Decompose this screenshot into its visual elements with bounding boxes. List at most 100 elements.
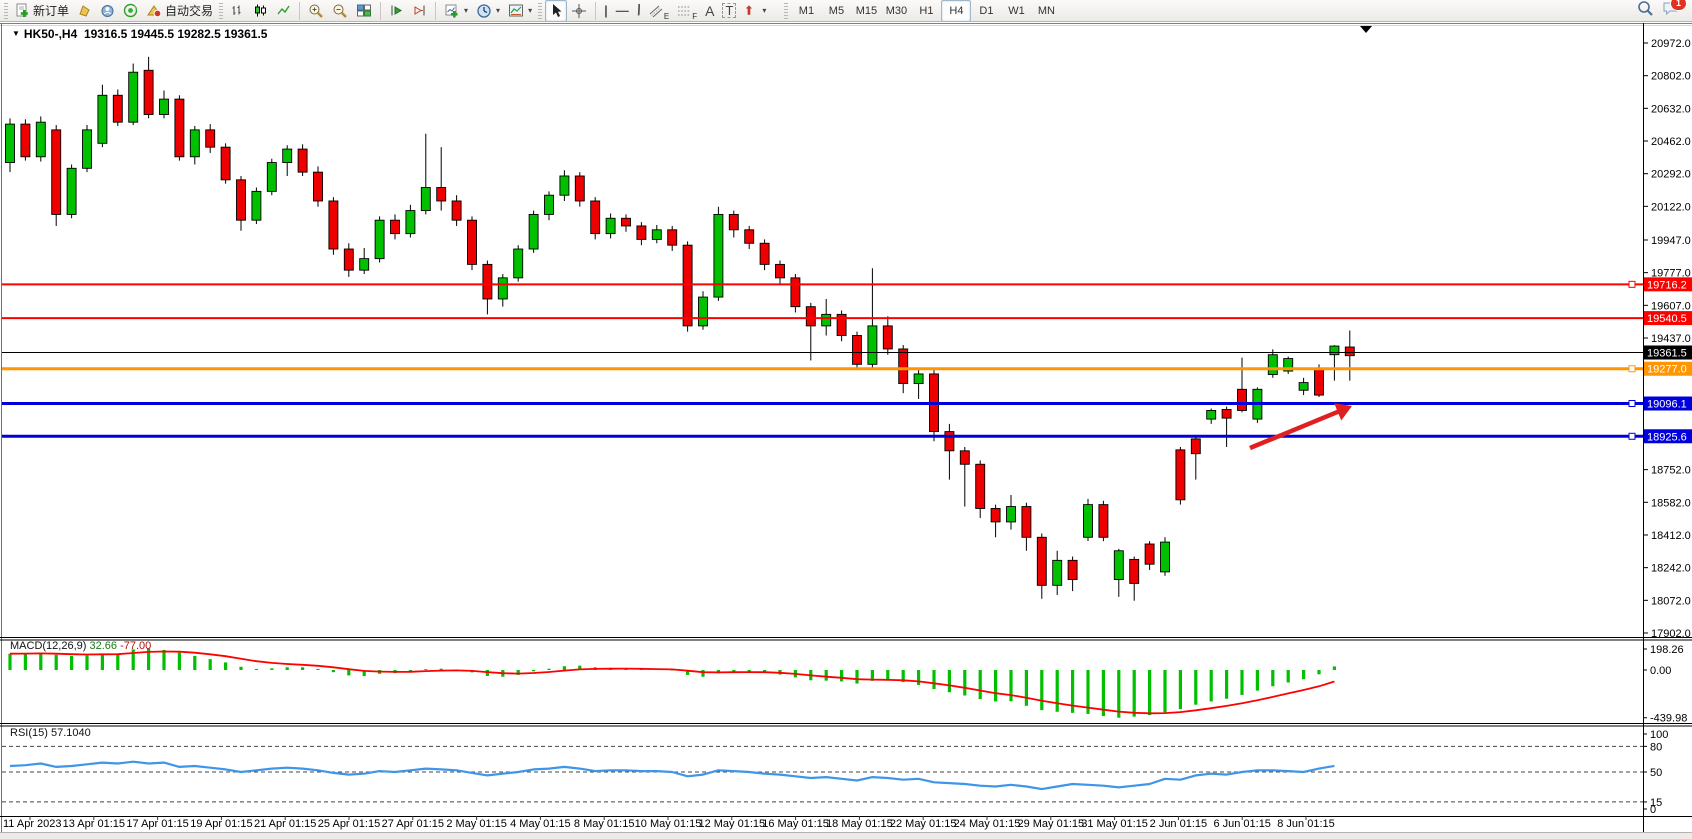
toolbar-grip bbox=[538, 2, 543, 19]
price-tick-label: 17902.0 bbox=[1651, 628, 1691, 640]
line-chart-button[interactable] bbox=[272, 0, 295, 22]
candle bbox=[420, 187, 431, 212]
cursor-tool-button[interactable] bbox=[545, 0, 568, 22]
chart-frame bbox=[0, 23, 1692, 839]
price-tick-label: 20122.0 bbox=[1651, 201, 1691, 213]
hline-handle[interactable] bbox=[1628, 365, 1636, 373]
market-watch-button[interactable] bbox=[73, 0, 96, 22]
price-tick-label: 19947.0 bbox=[1651, 235, 1691, 247]
candle bbox=[220, 146, 231, 181]
hline-handle[interactable] bbox=[1628, 280, 1636, 288]
new-order-button[interactable]: 新订单 bbox=[11, 0, 73, 22]
candle bbox=[1175, 449, 1186, 501]
candle bbox=[667, 229, 678, 246]
candle bbox=[1083, 504, 1093, 538]
arrow-annotation[interactable] bbox=[1249, 403, 1352, 451]
tf-button-D1[interactable]: D1 bbox=[979, 4, 994, 17]
date-label: 11 Apr 2023 bbox=[3, 818, 62, 830]
arrows-tool-dropdown[interactable]: ▾ bbox=[740, 0, 770, 22]
zoom-out-button[interactable] bbox=[328, 0, 352, 22]
hline-handle[interactable] bbox=[1628, 400, 1636, 408]
candle bbox=[282, 148, 293, 163]
candle bbox=[497, 277, 508, 300]
chat-icon[interactable]: 1 bbox=[1662, 0, 1687, 21]
price-axis[interactable]: 20972.0 20802.0 20632.0 20462.0 20292.0 20122… bbox=[1643, 38, 1691, 640]
tf-button-H4[interactable]: H4 bbox=[941, 0, 972, 22]
macd-scale-label: 198.26 bbox=[1650, 644, 1684, 656]
candle bbox=[1190, 438, 1201, 455]
date-label: 13 Apr 01:15 bbox=[63, 818, 125, 830]
candle bbox=[1052, 559, 1063, 586]
channel-tool-button[interactable]: E bbox=[645, 0, 673, 22]
hlines-layer[interactable] bbox=[2, 280, 1643, 440]
date-label: 24 May 01:15 bbox=[954, 818, 1021, 830]
text-tool-button[interactable]: A bbox=[705, 2, 715, 19]
auto-trading-button[interactable]: 自动交易 bbox=[142, 0, 217, 22]
tile-windows-button[interactable] bbox=[352, 0, 376, 22]
candle bbox=[1237, 388, 1247, 411]
text-label-tool-button[interactable]: T bbox=[718, 0, 740, 22]
vertical-line-tool-button[interactable]: | bbox=[604, 3, 608, 18]
data-window-button[interactable] bbox=[96, 0, 119, 22]
price-tick-label: 20632.0 bbox=[1651, 103, 1691, 115]
candle bbox=[559, 175, 570, 196]
drawing-toolbar: | — / E F A T ▾ bbox=[545, 0, 770, 22]
search-icon[interactable] bbox=[1637, 0, 1654, 22]
scroll-end-marker-icon[interactable] bbox=[1360, 26, 1372, 33]
toolbar-right: 1 bbox=[1637, 0, 1690, 22]
tf-button-M5[interactable]: M5 bbox=[828, 4, 845, 17]
strategy-tester-button[interactable] bbox=[119, 0, 142, 22]
date-label: 10 May 01:15 bbox=[635, 818, 702, 830]
zoom-in-button[interactable] bbox=[304, 0, 328, 22]
tf-button-M15[interactable]: M15 bbox=[855, 4, 878, 17]
candle bbox=[1129, 558, 1140, 584]
candle bbox=[266, 162, 277, 192]
tf-button-MN[interactable]: MN bbox=[1037, 4, 1055, 17]
hline-handle[interactable] bbox=[1628, 432, 1636, 440]
price-tick-label: 18242.0 bbox=[1651, 563, 1691, 575]
tf-button-W1[interactable]: W1 bbox=[1008, 4, 1025, 17]
candle bbox=[1021, 506, 1032, 538]
date-label: 4 May 01:15 bbox=[510, 818, 571, 830]
candle bbox=[251, 190, 262, 221]
candlestick-chart-button[interactable] bbox=[249, 0, 272, 22]
candle bbox=[698, 296, 708, 327]
price-tick-label: 18752.0 bbox=[1651, 465, 1691, 477]
candle bbox=[236, 179, 246, 221]
chart-toolbar: ▾ ▾ ▾ bbox=[226, 0, 536, 22]
fibonacci-tool-button[interactable]: F bbox=[678, 6, 698, 21]
price-badge-label: 19716.2 bbox=[1647, 279, 1687, 291]
chart-shift-button[interactable] bbox=[408, 0, 431, 22]
auto-trading-icon bbox=[146, 3, 162, 18]
candle bbox=[882, 325, 893, 350]
profiles-dropdown[interactable]: ▾ bbox=[472, 0, 504, 22]
candle bbox=[759, 242, 770, 265]
rsi-value: 57.1040 bbox=[50, 727, 91, 739]
market-watch-icon bbox=[77, 3, 92, 18]
tf-button-M1[interactable]: M1 bbox=[798, 4, 815, 17]
new-chart-dropdown[interactable]: ▾ bbox=[440, 0, 472, 22]
candle bbox=[328, 200, 339, 250]
date-axis[interactable]: 11 Apr 2023 13 Apr 01:15 17 Apr 01:15 19 Ap… bbox=[3, 816, 1335, 830]
trendline-tool-button[interactable]: / bbox=[635, 1, 643, 20]
templates-dropdown[interactable]: ▾ bbox=[504, 0, 536, 22]
tf-button-M30[interactable]: M30 bbox=[885, 4, 908, 17]
date-label: 22 May 01:15 bbox=[890, 818, 957, 830]
notification-badge[interactable]: 1 bbox=[1670, 0, 1687, 11]
tf-button-H1[interactable]: H1 bbox=[919, 4, 934, 17]
macd-signal-value: -77.00 bbox=[120, 640, 152, 652]
auto-scroll-button[interactable] bbox=[385, 0, 408, 22]
chart-symbol-period: HK50-,H4 bbox=[23, 27, 78, 41]
candle bbox=[51, 129, 62, 215]
price-badge bbox=[1644, 361, 1692, 376]
candle bbox=[682, 244, 693, 327]
horizontal-line-tool-button[interactable]: — bbox=[615, 3, 629, 18]
price-tick-label: 19777.0 bbox=[1651, 268, 1691, 280]
title-collapse-icon[interactable]: ▼ bbox=[12, 29, 20, 38]
bar-chart-button[interactable] bbox=[226, 0, 249, 22]
date-label: 6 Jun 01:15 bbox=[1213, 818, 1271, 830]
price-badge bbox=[1644, 277, 1692, 292]
candle bbox=[1329, 345, 1340, 356]
crosshair-tool-button[interactable] bbox=[567, 0, 591, 22]
